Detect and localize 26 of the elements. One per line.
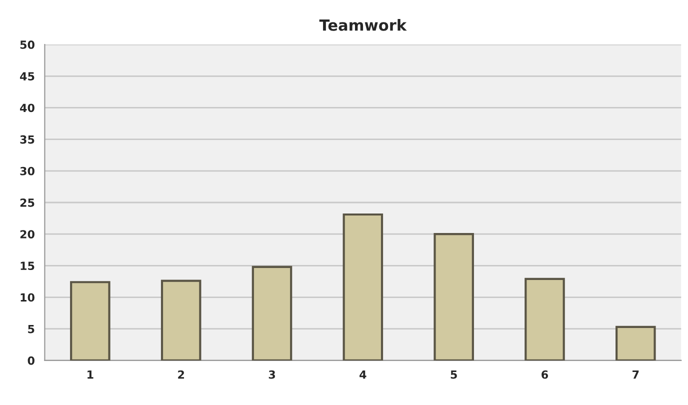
y-tick-label: 15 xyxy=(20,262,34,270)
chart-title: Teamwork xyxy=(319,19,407,31)
y-tick-label: 5 xyxy=(28,324,34,334)
bar xyxy=(434,233,474,360)
x-tick-label: 1 xyxy=(88,370,94,379)
bar xyxy=(342,213,384,360)
y-tick-label: 35 xyxy=(20,135,34,144)
y-tick-label: 25 xyxy=(20,198,34,207)
x-tick-label: 6 xyxy=(542,370,548,379)
bar xyxy=(70,281,110,360)
x-tick-label: 4 xyxy=(360,370,366,379)
x-tick-label: 5 xyxy=(450,370,457,379)
bar xyxy=(616,326,656,360)
y-tick-label: 45 xyxy=(20,72,34,81)
bar xyxy=(524,278,565,360)
x-tick-label: 2 xyxy=(178,370,184,379)
bar xyxy=(252,266,292,360)
y-tick-label: 30 xyxy=(20,166,34,176)
bar xyxy=(160,280,202,360)
y-tick-label: 10 xyxy=(20,293,34,302)
y-tick-label: 0 xyxy=(28,356,34,365)
x-tick-label: 7 xyxy=(632,370,639,379)
x-tick-label: 3 xyxy=(268,370,275,379)
y-tick-label: 50 xyxy=(20,40,34,49)
y-tick-label: 20 xyxy=(20,230,34,238)
y-tick-label: 40 xyxy=(20,104,34,112)
